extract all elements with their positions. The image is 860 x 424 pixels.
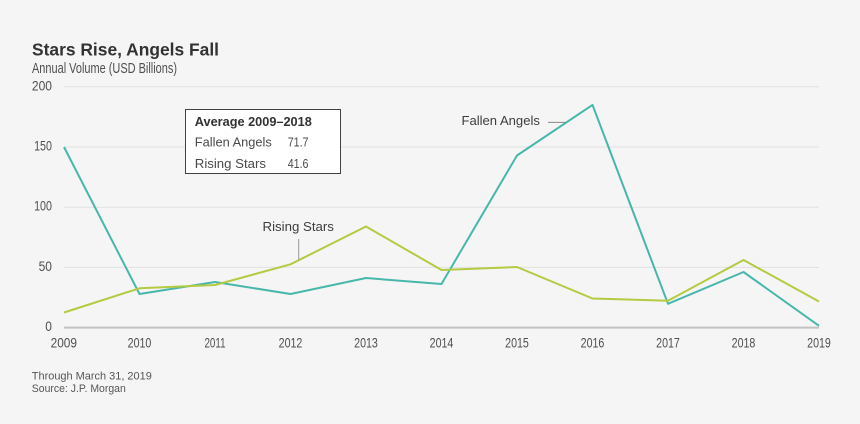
svg-text:Fallen Angels: Fallen Angels xyxy=(195,135,272,150)
svg-text:2013: 2013 xyxy=(354,335,378,350)
svg-text:2009: 2009 xyxy=(51,335,78,350)
svg-text:Annual Volume (USD Billions): Annual Volume (USD Billions) xyxy=(32,61,177,77)
svg-text:100: 100 xyxy=(34,199,52,214)
svg-text:2011: 2011 xyxy=(205,335,226,350)
svg-text:0: 0 xyxy=(45,319,52,334)
svg-text:Average 2009–2018: Average 2009–2018 xyxy=(195,114,312,129)
svg-text:2016: 2016 xyxy=(581,335,605,350)
svg-text:2015: 2015 xyxy=(505,335,529,350)
svg-text:Rising Stars: Rising Stars xyxy=(195,156,267,171)
svg-text:2014: 2014 xyxy=(430,335,454,350)
svg-text:200: 200 xyxy=(32,78,52,93)
svg-text:41.6: 41.6 xyxy=(288,156,309,171)
svg-text:50: 50 xyxy=(39,259,53,274)
svg-text:2010: 2010 xyxy=(128,335,152,350)
svg-text:Fallen Angels: Fallen Angels xyxy=(462,113,541,128)
svg-text:2012: 2012 xyxy=(279,335,303,350)
svg-text:2019: 2019 xyxy=(807,335,831,350)
svg-text:2018: 2018 xyxy=(732,335,756,350)
svg-text:Stars Rise, Angels Fall: Stars Rise, Angels Fall xyxy=(32,40,219,60)
svg-text:Rising Stars: Rising Stars xyxy=(263,219,335,234)
svg-text:Source: J.P. Morgan: Source: J.P. Morgan xyxy=(32,383,126,395)
svg-text:2017: 2017 xyxy=(656,335,680,350)
svg-text:71.7: 71.7 xyxy=(288,135,309,150)
svg-text:150: 150 xyxy=(34,139,52,154)
svg-text:Through March 31, 2019: Through March 31, 2019 xyxy=(32,371,152,383)
